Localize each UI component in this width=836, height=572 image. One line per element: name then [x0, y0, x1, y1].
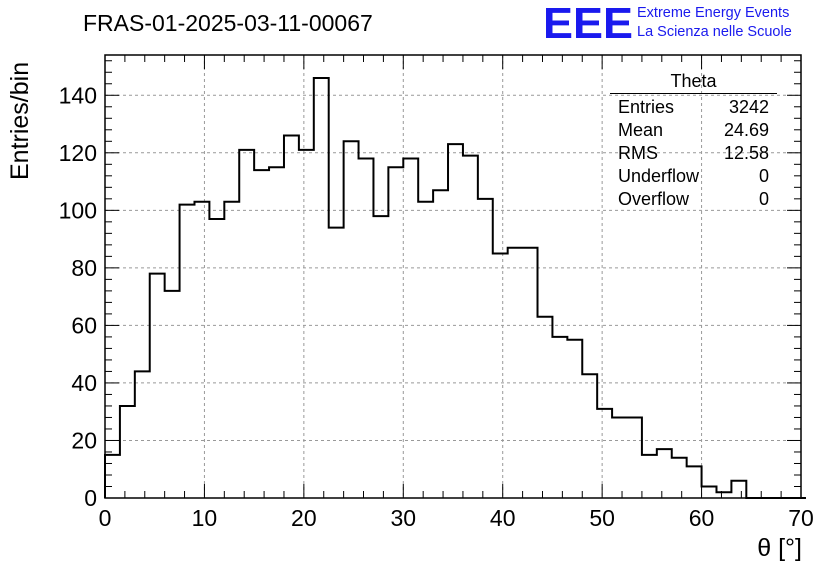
eee-logo: EEE	[543, 2, 633, 42]
histogram-bin	[716, 492, 731, 498]
stats-value: 0	[758, 189, 769, 209]
y-tick-label: 140	[59, 82, 97, 108]
logo-line-2: La Scienza nelle Scuole	[637, 24, 792, 40]
y-tick-label: 80	[71, 255, 97, 281]
x-tick-label: 60	[689, 505, 715, 531]
x-axis-label: θ [°]	[757, 534, 802, 562]
stats-row-mean: Mean 24.69	[610, 119, 777, 142]
stats-row-overflow: Overflow 0	[610, 188, 777, 211]
stats-label: RMS	[618, 143, 658, 163]
histogram-bin	[329, 228, 344, 498]
histogram-bin	[657, 449, 672, 498]
x-tick-label: 10	[192, 505, 218, 531]
histogram-bin	[463, 156, 478, 498]
histogram-bin	[254, 170, 269, 498]
y-tick-label: 100	[59, 197, 97, 223]
histogram-bin	[180, 205, 195, 498]
histogram-bin	[612, 417, 627, 498]
histogram-bin	[194, 202, 209, 498]
histogram-bin	[388, 167, 403, 498]
y-tick-label: 120	[59, 140, 97, 166]
histogram-bin	[314, 78, 329, 498]
x-tick-label: 0	[99, 505, 112, 531]
histogram-bin	[284, 136, 299, 498]
stats-label: Mean	[618, 120, 664, 140]
stats-label: Overflow	[618, 189, 690, 209]
histogram-bin	[567, 340, 582, 498]
x-tick-label: 30	[390, 505, 416, 531]
histogram-bin	[672, 458, 687, 498]
histogram-bin	[120, 406, 135, 498]
histogram-bin	[642, 455, 657, 498]
histogram-bin	[687, 466, 702, 498]
histogram-bin	[418, 202, 433, 498]
stats-value: 24.69	[723, 120, 769, 140]
histogram-bin	[582, 374, 597, 498]
logo-caption: Extreme Energy Events La Scienza nelle S…	[637, 4, 792, 42]
y-tick-label: 40	[71, 370, 97, 396]
stats-value: 3242	[728, 97, 769, 117]
x-tick-label: 50	[589, 505, 615, 531]
x-tick-label: 70	[788, 505, 814, 531]
histogram-bin	[403, 159, 418, 498]
histogram-bin	[493, 253, 508, 498]
stats-title: Theta	[610, 71, 777, 94]
histogram-bin	[359, 159, 374, 498]
histogram-bin	[105, 455, 120, 498]
stats-box: Theta Entries 3242 Mean 24.69 RMS 12.58 …	[610, 71, 777, 211]
histogram-bin	[627, 417, 642, 498]
stats-value: 12.58	[723, 143, 769, 163]
histogram-bin	[508, 248, 523, 498]
stats-row-rms: RMS 12.58	[610, 142, 777, 165]
histogram-bin	[209, 219, 224, 498]
histogram-bin	[165, 291, 180, 498]
y-tick-label: 20	[71, 427, 97, 453]
y-tick-label: 0	[84, 485, 97, 511]
stats-value: 0	[758, 166, 769, 186]
histogram-bin	[552, 337, 567, 498]
y-axis-label: Entries/bin	[6, 61, 34, 180]
histogram-outline	[104, 77, 806, 499]
histogram-bin	[448, 144, 463, 498]
histogram-bin	[344, 141, 359, 498]
histogram-bin	[224, 202, 239, 498]
plot-frame	[104, 54, 802, 499]
histogram-bin	[433, 190, 448, 498]
y-tick-label: 60	[71, 312, 97, 338]
histogram-bin	[239, 150, 254, 498]
histogram-bin	[597, 409, 612, 498]
logo-mark: EEE	[543, 2, 633, 42]
stats-label: Underflow	[618, 166, 700, 186]
x-tick-label: 20	[291, 505, 317, 531]
run-title: FRAS-01-2025-03-11-00067	[83, 10, 373, 36]
histogram-bin	[702, 486, 717, 498]
histogram-bin	[478, 199, 493, 498]
histogram-bin	[150, 274, 165, 498]
histogram-bin	[269, 167, 284, 498]
histogram-bin	[731, 481, 746, 498]
x-tick-label: 40	[490, 505, 516, 531]
histogram-bin	[135, 371, 150, 498]
logo-line-1: Extreme Energy Events	[637, 5, 790, 21]
stats-row-underflow: Underflow 0	[610, 165, 777, 188]
histogram-bin	[523, 248, 538, 498]
histogram-bin	[373, 216, 388, 498]
stats-label: Entries	[618, 97, 675, 117]
stats-row-entries: Entries 3242	[610, 96, 777, 119]
histogram-bin	[538, 317, 553, 498]
histogram-bin	[299, 150, 314, 498]
